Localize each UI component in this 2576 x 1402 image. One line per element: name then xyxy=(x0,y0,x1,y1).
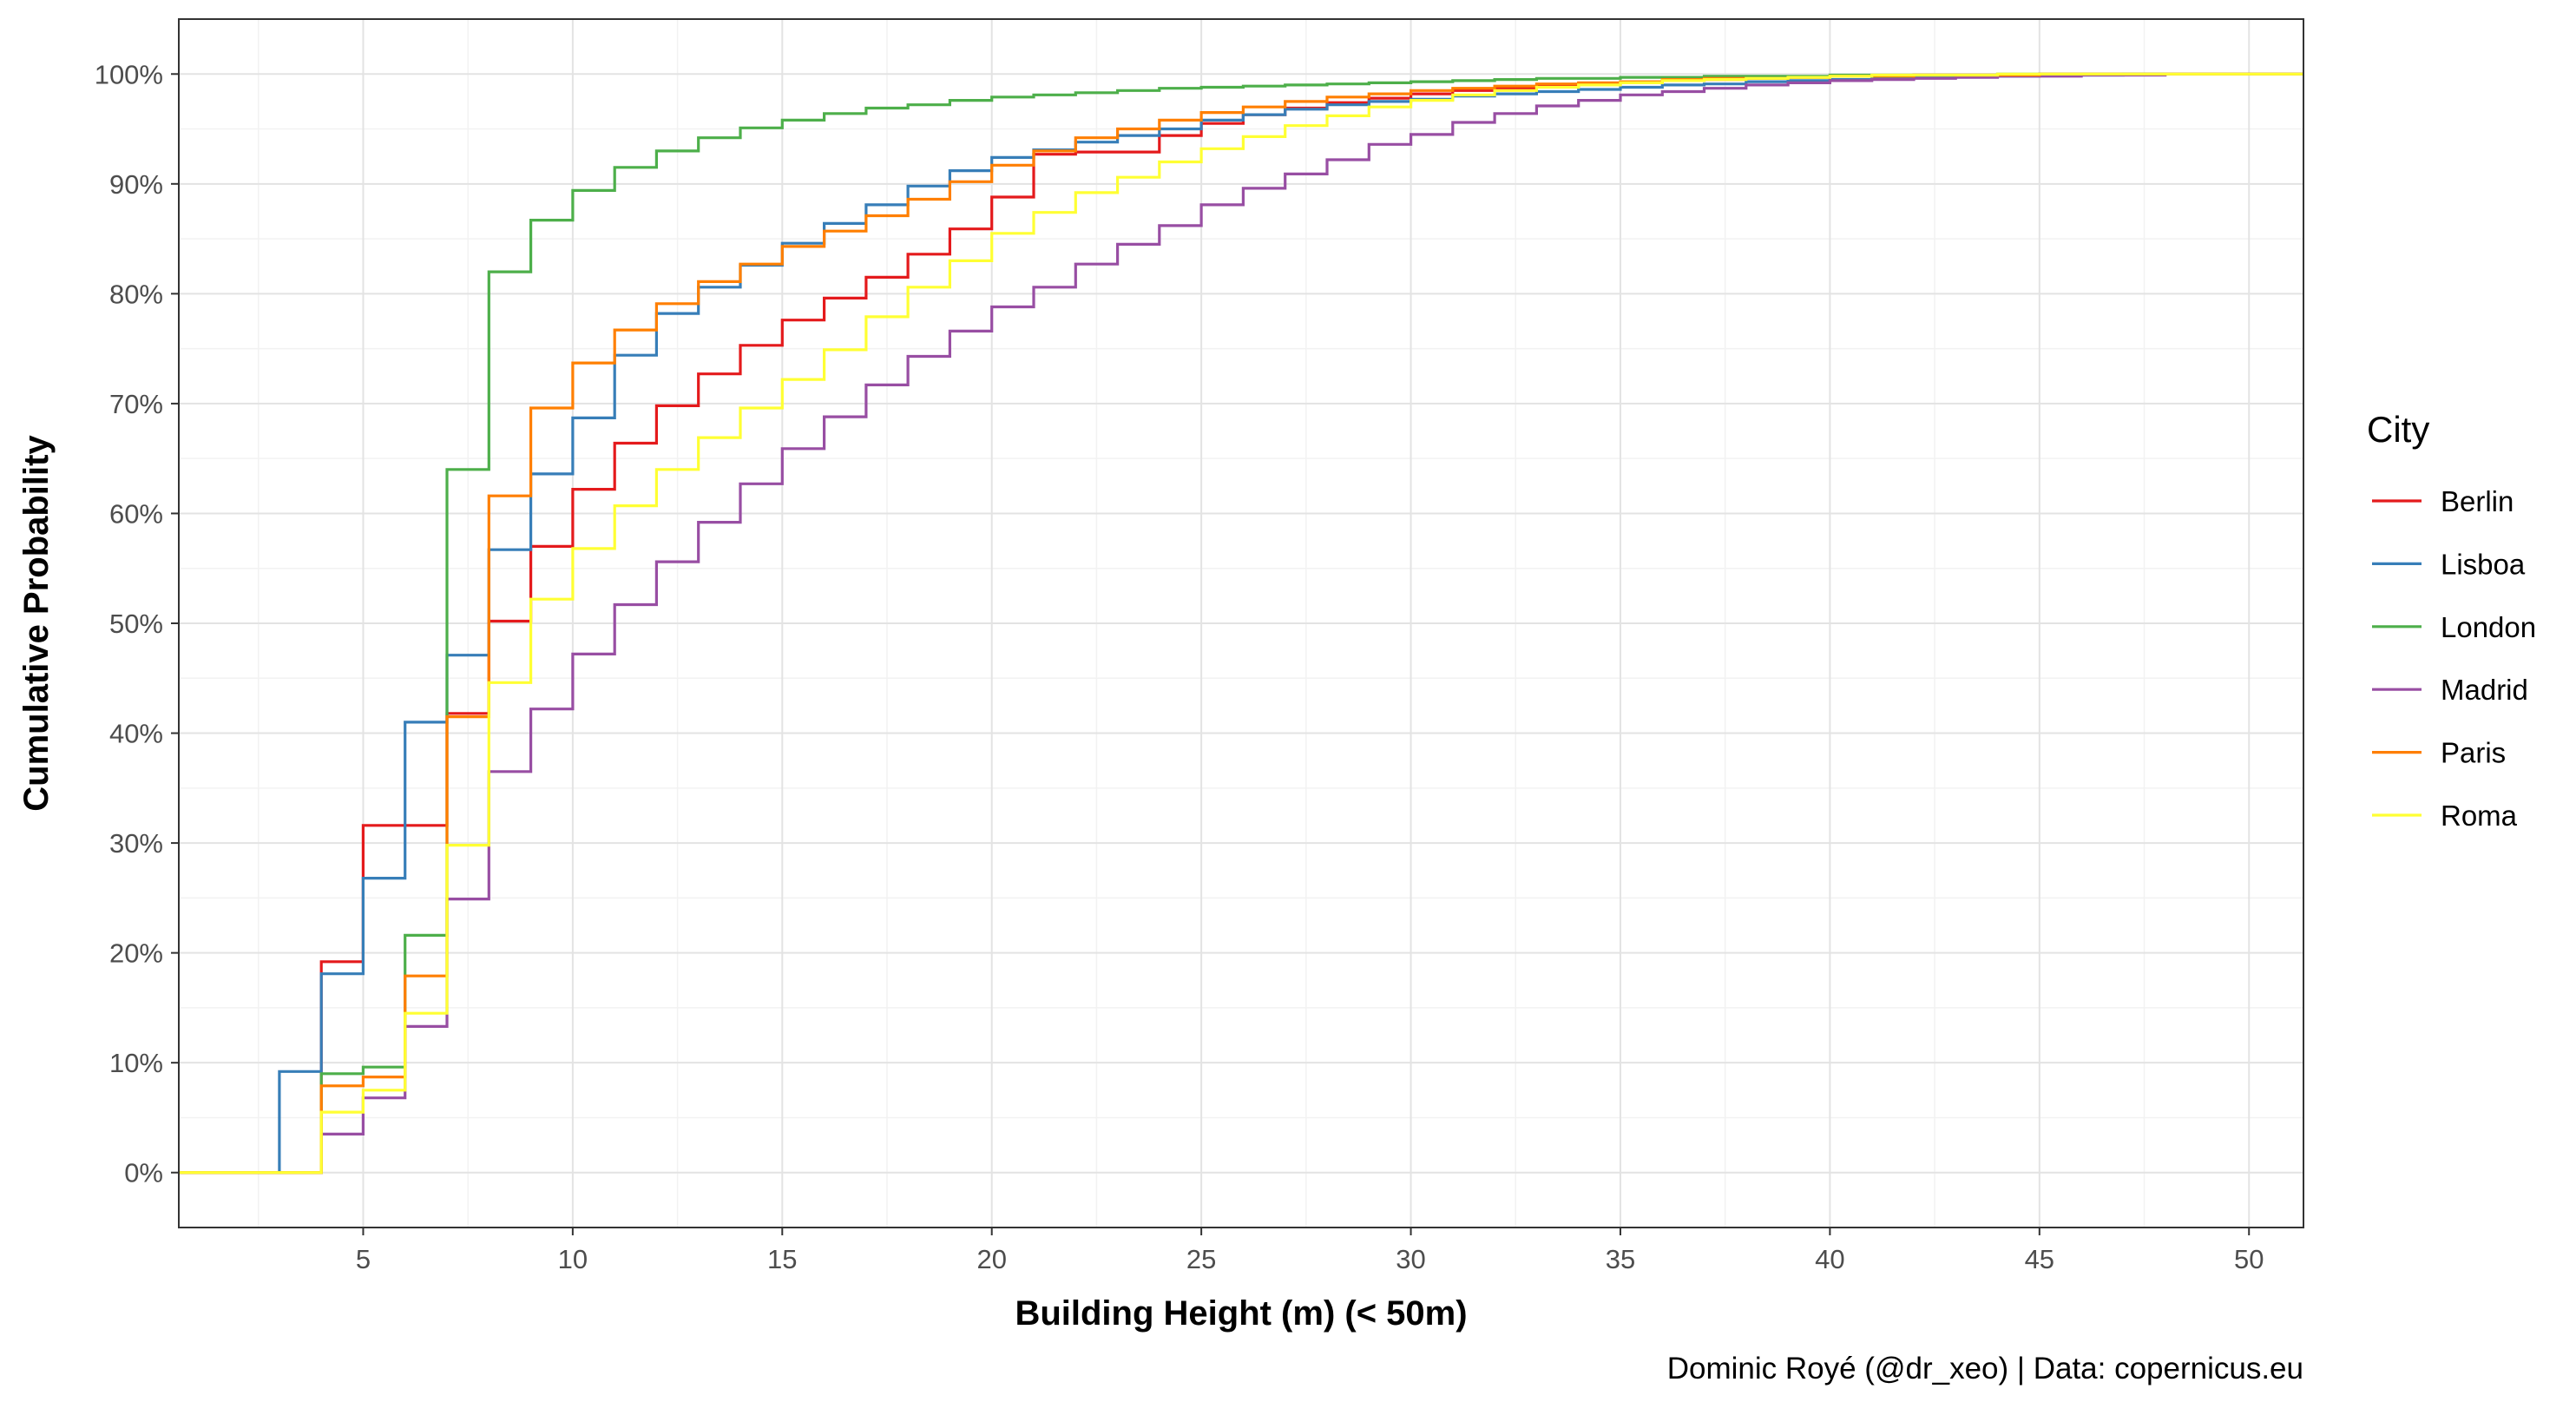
x-tick-label: 5 xyxy=(356,1244,371,1274)
x-tick-label: 50 xyxy=(2234,1244,2264,1274)
y-tick-label: 30% xyxy=(109,828,163,859)
y-tick-label: 90% xyxy=(109,169,163,200)
legend-label-paris: Paris xyxy=(2441,737,2506,769)
x-tick-label: 40 xyxy=(1815,1244,1844,1274)
x-axis-title: Building Height (m) (< 50m) xyxy=(1015,1294,1467,1333)
legend: City Berlin Lisboa London Madrid Paris Roma xyxy=(2367,409,2536,832)
legend-label-london: London xyxy=(2441,611,2536,643)
y-tick-label: 40% xyxy=(109,719,163,749)
y-axis-title: Cumulative Probability xyxy=(17,435,56,812)
x-tick-label: 15 xyxy=(767,1244,797,1274)
x-tick-label: 20 xyxy=(976,1244,1006,1274)
y-tick-label: 60% xyxy=(109,498,163,529)
minor-gridlines xyxy=(179,19,2303,1228)
x-tick-label: 45 xyxy=(2025,1244,2054,1274)
legend-label-roma: Roma xyxy=(2441,800,2518,832)
y-tick-label: 0% xyxy=(124,1158,163,1188)
legend-label-lisboa: Lisboa xyxy=(2441,548,2526,580)
legend-title: City xyxy=(2367,409,2429,450)
x-tick-label: 10 xyxy=(558,1244,588,1274)
y-tick-label: 50% xyxy=(109,609,163,639)
caption: Dominic Royé (@dr_xeo) | Data: copernicu… xyxy=(1667,1352,2303,1386)
series-line-roma xyxy=(179,72,2303,1175)
x-tick-label: 35 xyxy=(1606,1244,1635,1274)
series-lines xyxy=(179,72,2303,1175)
y-tick-label: 10% xyxy=(109,1048,163,1078)
legend-label-berlin: Berlin xyxy=(2441,485,2514,517)
y-tick-label: 80% xyxy=(109,279,163,309)
y-tick-label: 100% xyxy=(95,59,163,89)
series-line-madrid xyxy=(179,72,2303,1175)
y-tick-label: 20% xyxy=(109,938,163,969)
y-tick-label: 70% xyxy=(109,389,163,419)
x-axis-ticks: 5 10 15 20 25 30 35 40 45 50 xyxy=(356,1228,2264,1274)
x-tick-label: 30 xyxy=(1396,1244,1425,1274)
y-axis-ticks: 0% 10% 20% 30% 40% 50% 60% 70% 80% 90% 100% xyxy=(95,59,179,1188)
x-tick-label: 25 xyxy=(1186,1244,1216,1274)
series-line-london xyxy=(179,72,2303,1175)
legend-label-madrid: Madrid xyxy=(2441,674,2528,706)
